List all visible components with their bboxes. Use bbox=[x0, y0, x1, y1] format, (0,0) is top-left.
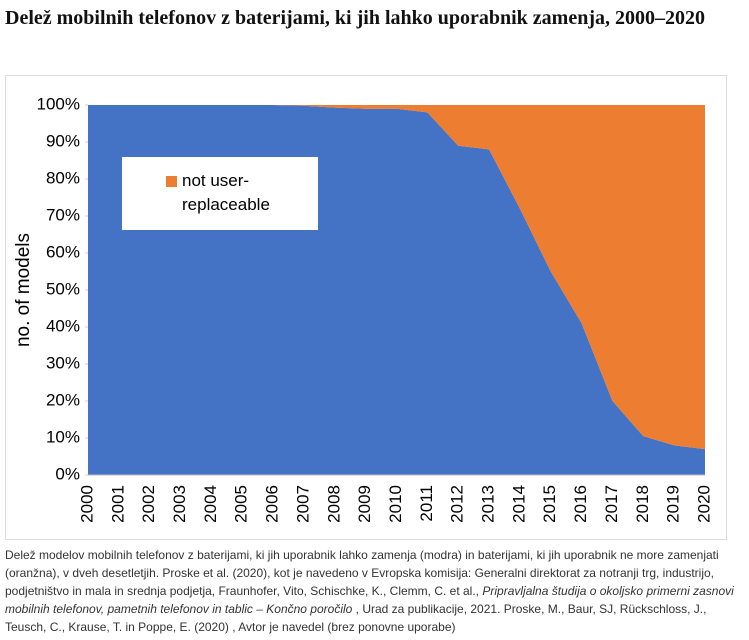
y-tick-label: 10% bbox=[46, 427, 80, 446]
x-tick-label: 2020 bbox=[694, 485, 713, 523]
caption-italic: Pripravljalna študija o okoljsko primern… bbox=[5, 584, 734, 616]
y-axis-label: no. of models bbox=[13, 233, 34, 347]
x-tick-label: 2011 bbox=[417, 485, 436, 522]
caption: Delež modelov mobilnih telefonov z bater… bbox=[5, 546, 735, 636]
x-tick-label: 2018 bbox=[633, 485, 652, 523]
legend-swatch bbox=[166, 176, 177, 187]
chart-frame bbox=[5, 75, 727, 540]
x-tick-label: 2002 bbox=[139, 485, 158, 523]
y-tick-label: 20% bbox=[46, 390, 80, 409]
x-tick-label: 2015 bbox=[540, 485, 559, 523]
y-tick-label: 40% bbox=[46, 316, 80, 335]
legend: not user-replaceable bbox=[122, 157, 318, 230]
y-tick-label: 90% bbox=[46, 131, 80, 150]
y-tick-label: 60% bbox=[46, 242, 80, 261]
x-tick-label: 2019 bbox=[664, 485, 683, 523]
x-tick-label: 2007 bbox=[293, 485, 312, 523]
caption-text: Delež modelov mobilnih telefonov z bater… bbox=[5, 548, 719, 598]
y-tick-label: 80% bbox=[46, 168, 80, 187]
x-tick-label: 2010 bbox=[386, 485, 405, 523]
y-tick-label: 100% bbox=[37, 94, 80, 113]
legend-label: not user-replaceable bbox=[182, 171, 270, 214]
x-tick-label: 2012 bbox=[448, 485, 467, 523]
x-tick-label: 2004 bbox=[201, 485, 220, 523]
chart: 0% 10% 20% 30% 40% 50% 60% 70% 80% 90% 100% 2000 200… bbox=[13, 94, 713, 523]
y-tick-label: 30% bbox=[46, 353, 80, 372]
x-tick-label: 2005 bbox=[232, 485, 251, 523]
x-tick-label: 2013 bbox=[479, 485, 498, 523]
x-tick-label: 2001 bbox=[108, 485, 127, 523]
x-tick-label: 2017 bbox=[602, 485, 621, 523]
x-tick-label: 2014 bbox=[509, 485, 528, 523]
area bbox=[88, 105, 705, 450]
y-tick-label: 0% bbox=[55, 464, 80, 483]
y-tick-label: 50% bbox=[46, 279, 80, 298]
x-tick-label: 2000 bbox=[77, 485, 96, 523]
title: Delež mobilnih telefonov z baterijami, k… bbox=[5, 7, 705, 29]
y-tick-label: 70% bbox=[46, 205, 80, 224]
x-tick-label: 2009 bbox=[355, 485, 374, 523]
caption-text: , Urad za publikacije, 2021. Proske, M.,… bbox=[5, 602, 707, 634]
x-tick-label: 2008 bbox=[324, 485, 343, 523]
x-tick-label: 2003 bbox=[170, 485, 189, 523]
x-tick-label: 2016 bbox=[571, 485, 590, 523]
x-tick-label: 2006 bbox=[263, 485, 282, 523]
